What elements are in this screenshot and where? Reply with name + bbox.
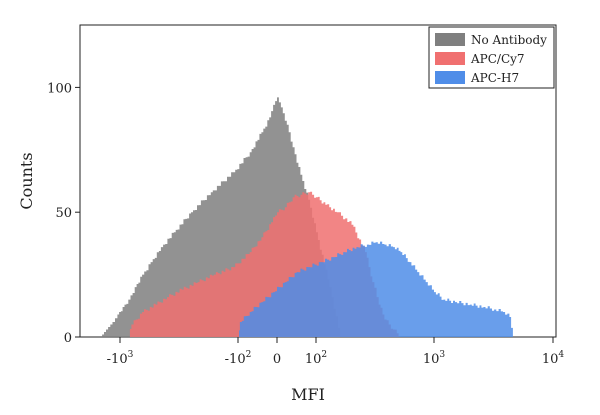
legend-label: No Antibody [471,33,547,47]
y-tick-label: 50 [55,206,72,221]
x-axis-title: MFI [291,385,325,404]
legend-swatch [435,52,465,65]
legend: No Antibody APC/Cy7 APC-H7 [428,26,555,89]
legend-label: APC/Cy7 [470,52,525,66]
x-tick-label: 102 [305,350,327,367]
legend-label: APC-H7 [470,71,519,85]
x-tick-label: 0 [273,352,281,367]
series-area-apc-h7 [238,241,513,337]
y-axis-title: Counts [17,152,36,209]
axes-layer: 0 50 100 -103 -102 0 102 103 104 [47,81,564,367]
y-tick-label: 100 [47,81,72,96]
legend-swatch [435,71,465,84]
x-tick-label: 104 [542,350,565,367]
legend-swatch [435,33,465,46]
x-tick-label: 103 [423,350,446,367]
y-tick-label: 0 [64,331,72,346]
series-layer [100,97,513,338]
x-tick-label: -102 [225,350,252,367]
x-tick-label: -103 [107,350,134,367]
